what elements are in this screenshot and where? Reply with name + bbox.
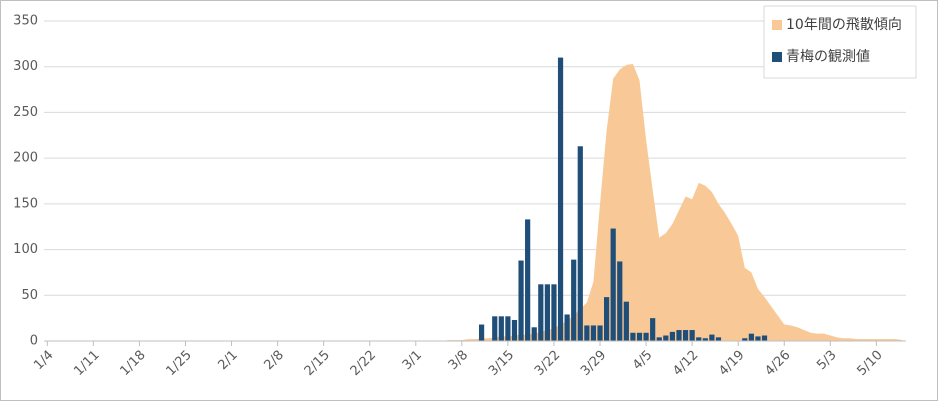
- bar: [709, 334, 715, 341]
- bar: [525, 219, 531, 341]
- y-tick-label: 150: [13, 196, 38, 211]
- bar: [610, 228, 616, 341]
- bar: [742, 338, 748, 341]
- bar: [623, 301, 629, 341]
- bar: [498, 316, 504, 341]
- bar: [669, 331, 676, 341]
- bar: [597, 325, 603, 341]
- bar: [755, 336, 761, 341]
- bar: [544, 284, 550, 341]
- bar: [511, 319, 518, 341]
- legend-box: [763, 5, 917, 79]
- bar: [682, 330, 689, 341]
- bar: [636, 332, 643, 341]
- bar: [715, 337, 722, 341]
- bar: [604, 297, 610, 341]
- bar: [584, 325, 590, 341]
- bar: [663, 335, 669, 341]
- bar: [531, 327, 537, 341]
- bar: [643, 332, 649, 341]
- bar: [748, 333, 754, 341]
- bar: [518, 260, 524, 341]
- bar: [557, 57, 564, 341]
- bar: [656, 337, 662, 341]
- y-tick-label: 250: [13, 105, 38, 120]
- legend-swatch: [772, 52, 782, 62]
- bar: [505, 316, 511, 341]
- bar: [492, 316, 498, 341]
- bar: [630, 332, 636, 341]
- area: [47, 63, 903, 341]
- bar: [689, 330, 695, 341]
- bar: [577, 146, 583, 341]
- bar: [551, 284, 557, 341]
- bar: [564, 314, 570, 341]
- y-tick-label: 350: [13, 14, 38, 29]
- legend-label: 10年間の飛散傾向: [786, 17, 902, 33]
- bar: [617, 261, 623, 341]
- bar: [696, 337, 702, 341]
- y-tick-label: 50: [21, 288, 38, 303]
- y-tick-label: 0: [30, 334, 38, 349]
- bar: [702, 338, 708, 341]
- bar: [478, 324, 485, 341]
- bar: [676, 330, 682, 341]
- legend-swatch: [772, 20, 782, 30]
- y-tick-label: 200: [13, 151, 38, 166]
- bar: [761, 335, 768, 341]
- bar: [538, 284, 544, 341]
- bar: [650, 318, 656, 341]
- y-tick-label: 100: [13, 242, 38, 257]
- legend-label: 青梅の観測値: [786, 48, 870, 65]
- bar: [590, 325, 597, 341]
- y-tick-label: 300: [13, 59, 38, 74]
- bar: [571, 259, 577, 341]
